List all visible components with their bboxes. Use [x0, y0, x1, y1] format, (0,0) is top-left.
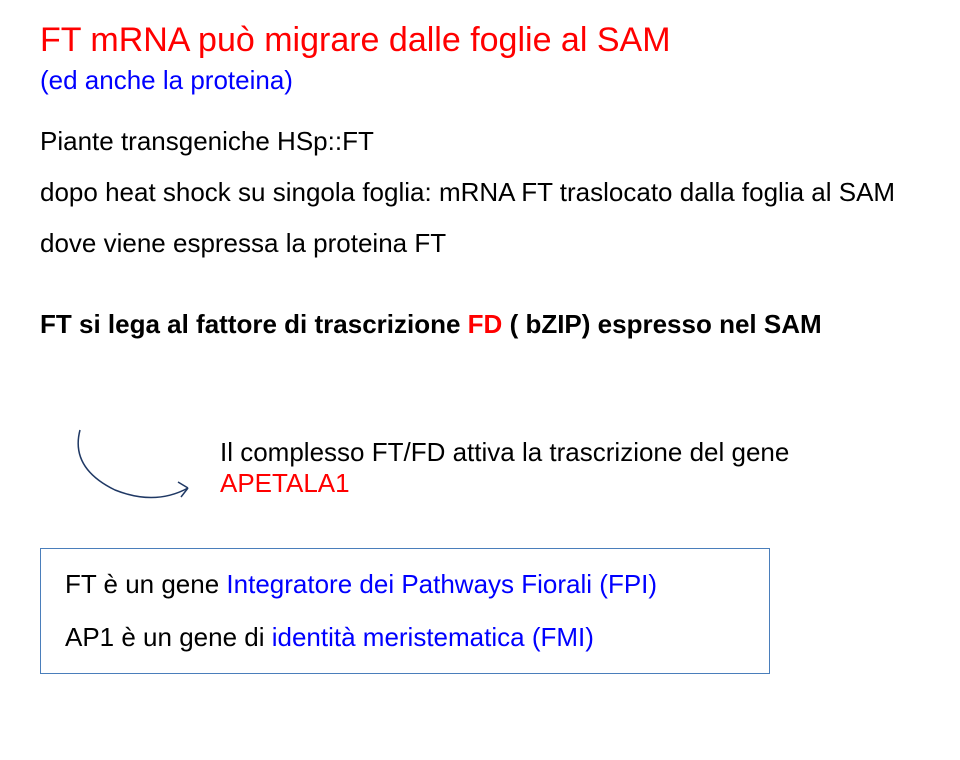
text-line-2: dopo heat shock su singola foglia: mRNA … [40, 175, 920, 210]
slide-container: FT mRNA può migrare dalle foglie al SAM … [0, 0, 960, 760]
box2-pre: AP1 è un gene di [65, 622, 272, 652]
complex-text: Il complesso FT/FD attiva la trascrizion… [220, 437, 920, 499]
info-box: FT è un gene Integratore dei Pathways Fi… [40, 548, 770, 674]
box1-mid: Integratore dei Pathways Fiorali [226, 569, 599, 599]
complex-row: Il complesso FT/FD attiva la trascrizion… [40, 428, 920, 508]
box-line-1: FT è un gene Integratore dei Pathways Fi… [65, 567, 745, 602]
text-line-ft-binds: FT si lega al fattore di trascrizione FD… [40, 307, 920, 342]
slide-subtitle: (ed anche la proteina) [40, 65, 920, 96]
curved-arrow-icon [60, 428, 200, 508]
box2-mid: identità meristematica [272, 622, 532, 652]
box1-pre: FT è un gene [65, 569, 226, 599]
box1-abbr: (FPI) [599, 569, 657, 599]
line4-post: ( bZIP) espresso nel SAM [502, 309, 821, 339]
line4-fd: FD [468, 309, 503, 339]
complex-gene: APETALA1 [220, 468, 350, 498]
text-line-3: dove viene espressa la proteina FT [40, 226, 920, 261]
text-line-1: Piante transgeniche HSp::FT [40, 124, 920, 159]
complex-pre: Il complesso FT/FD attiva la trascrizion… [220, 437, 789, 467]
box2-abbr: (FMI) [532, 622, 594, 652]
box-line-2: AP1 è un gene di identità meristematica … [65, 620, 745, 655]
line4-pre: FT si lega al fattore di trascrizione [40, 309, 468, 339]
slide-title: FT mRNA può migrare dalle foglie al SAM [40, 20, 920, 61]
curved-arrow-wrap [40, 428, 220, 508]
